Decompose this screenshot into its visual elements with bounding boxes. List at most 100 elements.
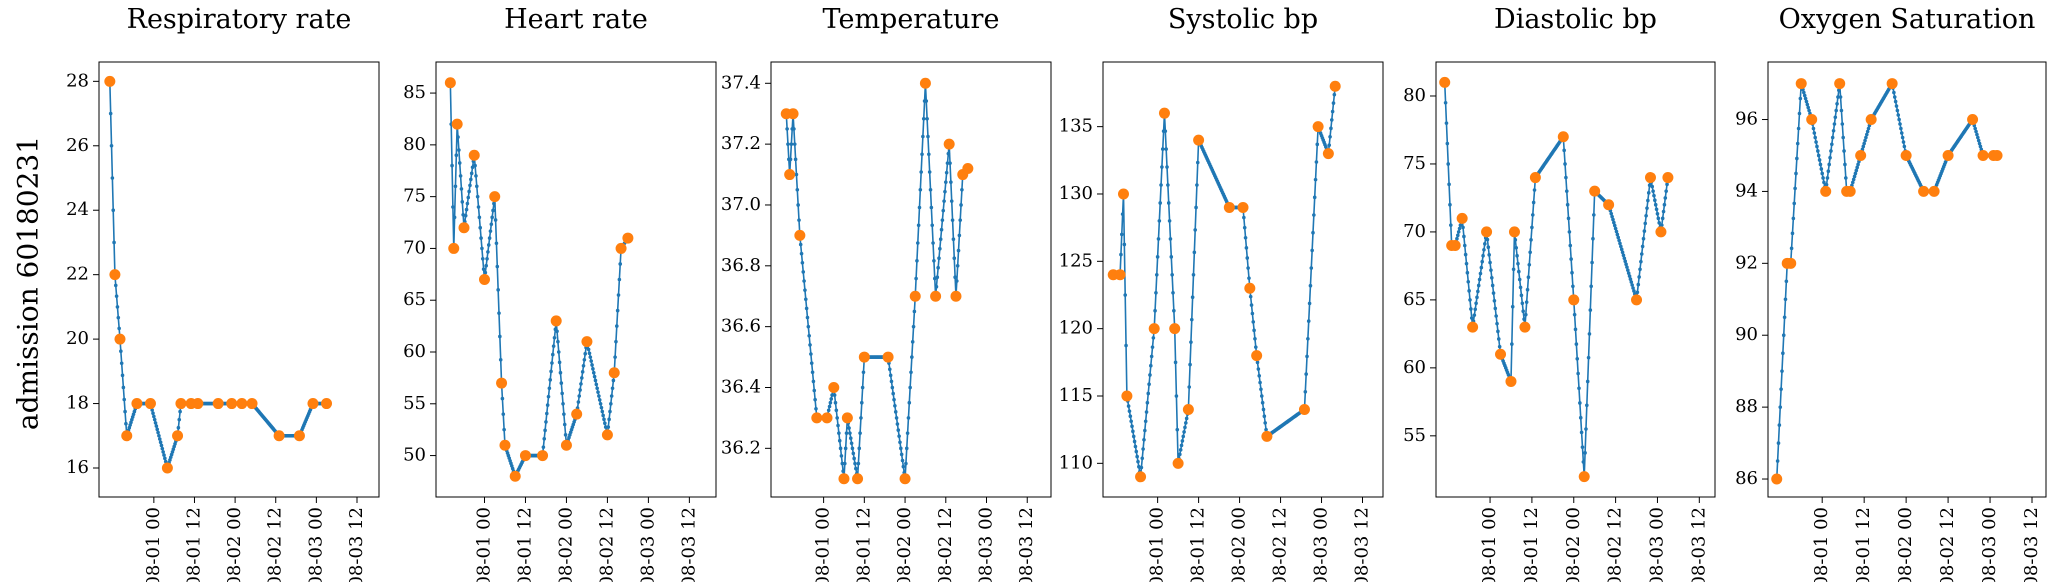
interpolated-point bbox=[1476, 289, 1480, 294]
interpolated-point bbox=[598, 401, 603, 406]
interpolated-point bbox=[960, 187, 964, 192]
interpolated-point bbox=[163, 459, 168, 464]
y-tick-label: 86 bbox=[1735, 468, 1758, 489]
interpolated-point bbox=[1467, 289, 1471, 293]
observed-point bbox=[1771, 473, 1783, 485]
y-tick-label: 65 bbox=[1403, 289, 1426, 310]
interpolated-point bbox=[1587, 332, 1592, 336]
interpolated-point bbox=[932, 258, 936, 263]
interpolated-point bbox=[1264, 427, 1268, 432]
interpolated-point bbox=[952, 256, 957, 261]
interpolated-point bbox=[1167, 219, 1172, 223]
interpolated-point bbox=[1122, 242, 1127, 247]
interpolated-point bbox=[1627, 274, 1632, 278]
interpolated-point bbox=[1837, 88, 1841, 93]
interpolated-point bbox=[956, 248, 961, 253]
interpolated-point bbox=[813, 397, 817, 402]
observed-point bbox=[899, 473, 911, 485]
interpolated-point bbox=[591, 370, 596, 375]
interpolated-point bbox=[1662, 202, 1667, 207]
interpolated-point bbox=[450, 163, 454, 168]
interpolated-point bbox=[1188, 362, 1192, 367]
interpolated-point bbox=[911, 324, 916, 329]
interpolated-point bbox=[1140, 456, 1145, 461]
interpolated-point bbox=[1530, 213, 1535, 217]
interpolated-point bbox=[918, 187, 923, 192]
interpolated-point bbox=[542, 436, 547, 441]
interpolated-point bbox=[481, 267, 486, 271]
interpolated-point bbox=[1589, 284, 1593, 289]
y-tick-label: 26 bbox=[66, 135, 89, 156]
interpolated-point bbox=[582, 357, 587, 362]
interpolated-point bbox=[1795, 141, 1800, 146]
interpolated-point bbox=[921, 116, 926, 121]
interpolated-point bbox=[940, 218, 945, 222]
interpolated-point bbox=[1469, 316, 1474, 320]
x-tick-label: 08-02 00 bbox=[224, 507, 245, 582]
y-tick-label: 24 bbox=[66, 199, 89, 220]
interpolated-point bbox=[457, 148, 461, 152]
interpolated-point bbox=[1664, 189, 1668, 193]
interpolated-point bbox=[1328, 134, 1332, 139]
interpolated-point bbox=[1184, 416, 1189, 421]
interpolated-point bbox=[1469, 307, 1473, 311]
interpolated-point bbox=[494, 241, 499, 246]
interpolated-point bbox=[495, 264, 500, 269]
interpolated-point bbox=[1892, 90, 1896, 95]
interpolated-point bbox=[1329, 118, 1334, 122]
interpolated-point bbox=[1529, 238, 1533, 242]
observed-point bbox=[307, 398, 319, 410]
interpolated-point bbox=[804, 306, 809, 311]
y-tick-label: 115 bbox=[1059, 385, 1093, 406]
interpolated-point bbox=[1448, 202, 1452, 207]
observed-point bbox=[1148, 323, 1160, 335]
interpolated-point bbox=[1844, 176, 1848, 180]
y-tick-label: 16 bbox=[66, 457, 89, 478]
interpolated-point bbox=[1807, 108, 1811, 113]
interpolated-point bbox=[910, 355, 914, 359]
interpolated-point bbox=[1182, 430, 1186, 434]
interpolated-point bbox=[1776, 441, 1781, 445]
interpolated-point bbox=[1489, 268, 1493, 272]
interpolated-point bbox=[1564, 189, 1569, 193]
interpolated-point bbox=[920, 152, 924, 157]
interpolated-point bbox=[1818, 162, 1823, 167]
interpolated-point bbox=[1831, 128, 1836, 133]
interpolated-point bbox=[1892, 95, 1897, 99]
interpolated-point bbox=[1461, 225, 1465, 230]
interpolated-point bbox=[617, 277, 622, 282]
interpolated-point bbox=[834, 408, 839, 413]
interpolated-point bbox=[1575, 357, 1580, 361]
interpolated-point bbox=[1144, 410, 1149, 414]
interpolated-point bbox=[938, 237, 943, 241]
interpolated-point bbox=[1851, 177, 1856, 182]
interpolated-point bbox=[1777, 423, 1782, 427]
interpolated-point bbox=[1173, 360, 1178, 365]
interpolated-point bbox=[159, 443, 164, 448]
observed-point bbox=[519, 450, 531, 462]
interpolated-point bbox=[1646, 198, 1650, 203]
interpolated-point bbox=[796, 203, 800, 207]
interpolated-point bbox=[1779, 387, 1783, 391]
interpolated-point bbox=[1621, 253, 1626, 258]
interpolated-point bbox=[600, 409, 605, 414]
interpolated-point bbox=[924, 99, 929, 103]
interpolated-point bbox=[1817, 158, 1822, 162]
interpolated-point bbox=[941, 208, 946, 213]
interpolated-point bbox=[451, 205, 455, 209]
interpolated-point bbox=[1487, 253, 1491, 257]
y-tick-label: 55 bbox=[403, 393, 426, 414]
interpolated-point bbox=[1312, 195, 1317, 200]
interpolated-point bbox=[1657, 221, 1661, 225]
interpolated-point bbox=[1189, 340, 1193, 344]
interpolated-point bbox=[912, 309, 917, 314]
interpolated-point bbox=[1521, 309, 1525, 314]
interpolated-point bbox=[858, 431, 862, 435]
observed-point bbox=[1806, 114, 1818, 126]
interpolated-point bbox=[895, 422, 900, 426]
interpolated-point bbox=[1327, 143, 1332, 147]
interpolated-point bbox=[493, 218, 498, 222]
interpolated-point bbox=[1632, 289, 1636, 293]
interpolated-point bbox=[1141, 447, 1145, 451]
interpolated-point bbox=[1525, 287, 1530, 292]
